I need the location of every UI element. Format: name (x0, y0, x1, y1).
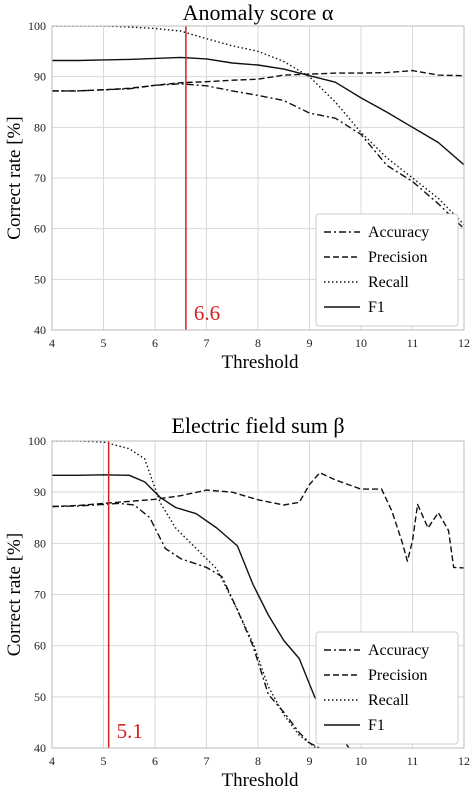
y-tick-label: 60 (34, 639, 46, 653)
series-precision-line (52, 69, 464, 92)
y-axis-label: Correct rate [%] (4, 533, 25, 656)
x-tick-label: 7 (204, 336, 210, 350)
series-lines (52, 26, 464, 230)
chart-electric-field-sum: Electric field sum β 40 50 60 70 80 90 100 4 5 6… (4, 413, 470, 791)
x-tick-label: 5 (101, 754, 107, 768)
x-tick-label: 11 (407, 336, 419, 350)
chart-anomaly-score: Anomaly score α 40 50 60 70 80 90 100 4 5 6 7 8 9 10… (4, 0, 470, 373)
x-axis-label: Threshold (221, 352, 299, 373)
x-tick-label: 6 (152, 754, 158, 768)
y-tick-label: 90 (34, 485, 46, 499)
chart-title: Anomaly score α (183, 0, 334, 25)
x-tick-label: 12 (458, 754, 470, 768)
legend-label-accuracy: Accuracy (368, 224, 429, 241)
y-tick-label: 80 (34, 536, 46, 550)
threshold-marker: 5.1 (107, 441, 143, 748)
y-tick-label: 90 (34, 70, 46, 84)
legend-label-f1: F1 (368, 717, 385, 734)
x-tick-label: 5 (101, 336, 107, 350)
x-tick-label: 6 (152, 336, 158, 350)
x-tick-label: 10 (355, 754, 367, 768)
series-lines (52, 441, 464, 748)
x-tick-label: 9 (307, 336, 313, 350)
y-tick-label: 80 (34, 120, 46, 134)
x-tick-labels: 4 5 6 7 8 9 10 11 12 (49, 754, 470, 768)
legend-label-precision: Precision (368, 667, 428, 684)
threshold-marker: 6.6 (185, 26, 220, 330)
x-tick-label: 4 (49, 754, 55, 768)
x-tick-labels: 4 5 6 7 8 9 10 11 12 (49, 336, 470, 350)
y-tick-label: 100 (28, 19, 46, 33)
y-tick-label: 70 (34, 171, 46, 185)
series-precision-line (52, 472, 464, 569)
x-tick-label: 4 (49, 336, 55, 350)
legend-label-f1: F1 (368, 299, 385, 316)
y-tick-label: 70 (34, 588, 46, 602)
y-tick-label: 50 (34, 272, 46, 286)
legend-label-recall: Recall (368, 692, 409, 709)
legend-box (315, 213, 459, 327)
plot-frame (51, 25, 465, 331)
threshold-label: 6.6 (194, 301, 220, 325)
y-tick-label: 100 (28, 434, 46, 448)
series-recall-line (52, 441, 320, 748)
chart-title: Electric field sum β (171, 413, 344, 438)
x-tick-label: 7 (204, 754, 210, 768)
threshold-label: 5.1 (117, 719, 143, 743)
x-axis-label: Threshold (221, 770, 299, 791)
y-tick-labels: 40 50 60 70 80 90 100 (28, 434, 46, 755)
x-tick-label: 10 (355, 336, 367, 350)
x-tick-label: 8 (255, 754, 261, 768)
plot-frame (51, 440, 465, 749)
legend-box (315, 631, 459, 745)
series-f1-line (52, 474, 350, 748)
y-tick-label: 60 (34, 222, 46, 236)
y-tick-label: 50 (34, 690, 46, 704)
legend-label-accuracy: Accuracy (368, 642, 429, 659)
series-accuracy-line (52, 502, 322, 748)
x-tick-label: 8 (255, 336, 261, 350)
y-tick-label: 40 (34, 741, 46, 755)
x-tick-label: 12 (458, 336, 470, 350)
y-tick-label: 40 (34, 323, 46, 337)
legend: Accuracy Precision Recall F1 (315, 213, 459, 327)
legend: Accuracy Precision Recall F1 (315, 631, 459, 745)
legend-label-recall: Recall (368, 274, 409, 291)
legend-label-precision: Precision (368, 249, 428, 266)
grid (51, 25, 465, 331)
series-recall-line (52, 26, 464, 226)
y-axis-label: Correct rate [%] (4, 116, 25, 239)
series-f1-line (52, 56, 464, 166)
x-tick-label: 11 (407, 754, 419, 768)
y-tick-labels: 40 50 60 70 80 90 100 (28, 19, 46, 337)
x-tick-label: 9 (307, 754, 313, 768)
